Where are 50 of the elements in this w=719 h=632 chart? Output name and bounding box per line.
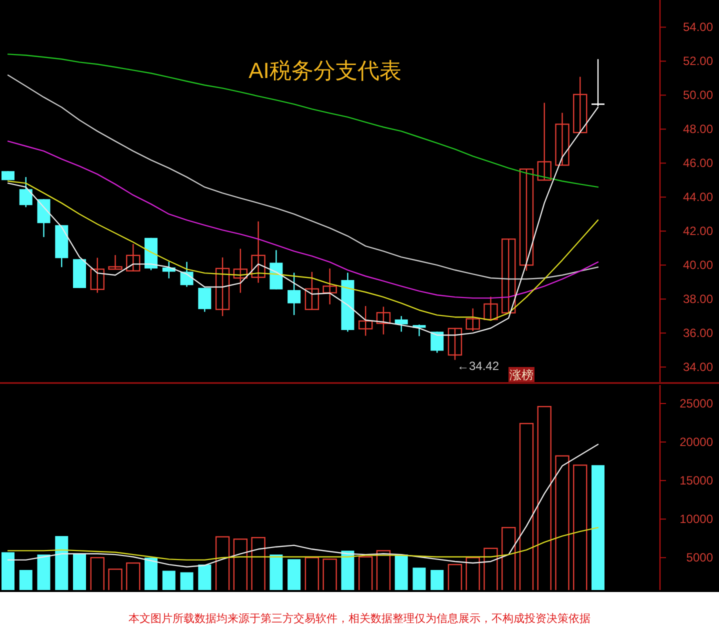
candlestick (126, 243, 140, 272)
annotation: 涨榜 (509, 368, 534, 382)
candlestick (376, 306, 391, 336)
y-tick-label: 50.00 (682, 88, 714, 102)
y-tick-label: 34.00 (682, 360, 714, 374)
y-tick-label: 46.00 (682, 156, 714, 170)
candlestick (590, 58, 606, 107)
line-series (7, 54, 599, 188)
y-tick-label: 20000 (680, 435, 714, 450)
y-tick-label: 15000 (680, 474, 714, 488)
y-tick-label: 48.00 (682, 122, 714, 136)
candlestick (37, 198, 50, 238)
candlestick (466, 308, 480, 332)
candlestick (198, 287, 212, 312)
candlestick (108, 254, 122, 270)
candlestick (430, 331, 444, 354)
candlestick (288, 272, 301, 316)
candlestick (90, 257, 104, 294)
candlestick (573, 76, 588, 134)
candlestick (180, 261, 194, 288)
candlestick (233, 248, 248, 294)
y-tick-label: 42.00 (682, 224, 714, 238)
candlestick (304, 271, 320, 310)
candlestick (537, 102, 552, 181)
y-tick-label: 5000 (686, 550, 714, 565)
candlestick (251, 220, 266, 284)
candlestick (484, 296, 498, 320)
text: 本文图片所载数据均来源于第三方交易软件，相关数据整理仅为信息展示，不构成投资决策依据 (128, 612, 590, 625)
y-tick-label: 10000 (680, 512, 714, 526)
y-tick-label: 44.00 (682, 190, 714, 204)
candlestick (394, 315, 408, 332)
candlestick (519, 168, 534, 272)
candlestick (215, 256, 230, 317)
y-tick-label: 25000 (680, 396, 714, 410)
y-tick-label: 36.00 (682, 326, 714, 340)
candlestick (555, 112, 570, 166)
line-series (7, 444, 599, 568)
candlestick (322, 268, 337, 305)
y-tick-label: 38.00 (682, 292, 714, 306)
y-tick-label: 52.00 (682, 54, 714, 68)
annotation: ←34.42 (456, 358, 500, 373)
y-tick-label: 54.00 (682, 20, 714, 34)
candlestick (19, 176, 32, 208)
line-series (7, 526, 599, 561)
candlestick (448, 327, 462, 361)
text: AI税务分支代表 (248, 58, 402, 83)
candlestick (358, 305, 373, 336)
y-tick-label: 40.00 (682, 258, 714, 272)
candlestick (502, 238, 516, 314)
line-series (7, 140, 599, 299)
